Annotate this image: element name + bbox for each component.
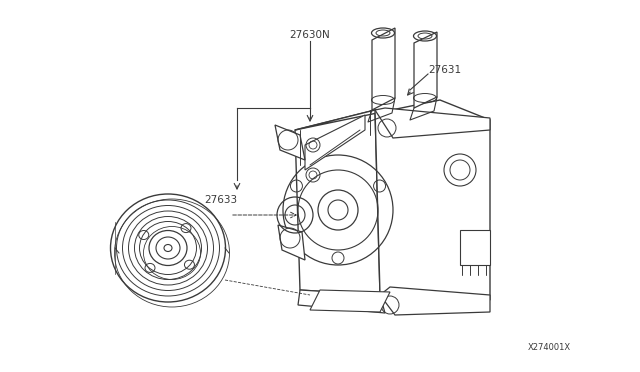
Polygon shape — [375, 108, 490, 138]
Polygon shape — [310, 290, 390, 312]
Polygon shape — [278, 225, 305, 260]
Polygon shape — [380, 287, 490, 315]
Polygon shape — [305, 115, 365, 170]
Polygon shape — [460, 230, 490, 265]
Text: 27633: 27633 — [204, 195, 237, 205]
Text: 27631: 27631 — [428, 65, 461, 75]
Polygon shape — [295, 110, 380, 295]
Polygon shape — [298, 290, 385, 313]
Polygon shape — [275, 125, 305, 160]
Polygon shape — [372, 28, 395, 110]
Polygon shape — [375, 110, 490, 300]
Text: 27630N: 27630N — [290, 30, 330, 40]
Polygon shape — [414, 32, 437, 108]
Polygon shape — [295, 100, 490, 130]
Text: X274001X: X274001X — [528, 343, 571, 353]
